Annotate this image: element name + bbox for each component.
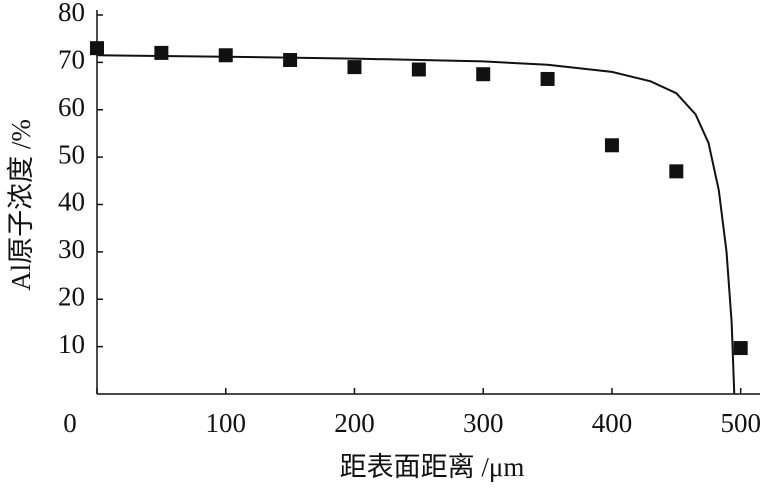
x-tick-label: 300 [463,408,504,438]
y-tick-label: 10 [58,329,85,359]
x-axis-label: 距表面距离 /μm [340,452,525,482]
x-tick-label: 200 [334,408,375,438]
y-tick-label: 60 [58,92,85,122]
y-tick-label: 30 [58,234,85,264]
data-point [218,48,233,63]
data-point [540,71,555,86]
y-axis-label: Al原子浓度 /% [6,119,36,291]
y-tick-label: 70 [58,45,85,75]
x-tick-label: 0 [63,408,77,438]
data-point [604,138,619,153]
x-tick-label: 100 [205,408,246,438]
y-tick-label: 50 [58,139,85,169]
data-point [669,164,684,179]
data-point [476,67,491,82]
data-point [347,60,362,75]
y-tick-label: 20 [58,281,85,311]
data-point [154,45,169,60]
x-tick-label: 400 [592,408,633,438]
data-point [90,41,104,56]
y-tick-label: 80 [58,0,85,27]
x-tick-label: 500 [720,408,761,438]
fit-curve [96,54,736,395]
data-point [733,341,748,356]
y-tick-label: 40 [58,187,85,217]
data-point [283,53,298,68]
data-point [411,62,426,77]
